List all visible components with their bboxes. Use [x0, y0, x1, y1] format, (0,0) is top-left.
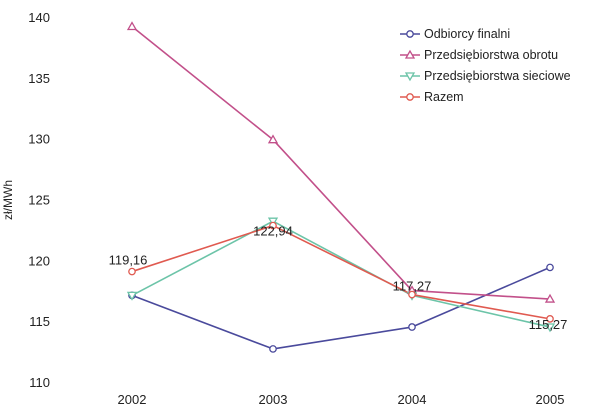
- y-axis-ticks: 110 115 120 125 130 135 140: [28, 10, 50, 390]
- legend-marker: [404, 49, 416, 59]
- legend-label: Razem: [424, 90, 464, 104]
- data-point: [544, 323, 556, 333]
- legend-item: Przedsiębiorstwa obrotu: [400, 48, 558, 62]
- x-tick-label: 2002: [118, 392, 147, 407]
- y-axis-label: zł/MWh: [1, 180, 15, 220]
- data-point: [269, 345, 277, 353]
- data-point: [546, 263, 554, 272]
- data-point: [546, 315, 554, 323]
- legend-item: Razem: [400, 90, 464, 104]
- series-line: [131, 266, 551, 350]
- data-label: 119,16: [109, 253, 148, 268]
- legend-label: Przedsiębiorstwa obrotu: [424, 48, 558, 62]
- legend-marker: [406, 30, 414, 38]
- series-line: [131, 220, 551, 328]
- legend-label: Odbiorcy finalni: [424, 27, 510, 41]
- data-point: [126, 21, 138, 31]
- x-tick-label: 2003: [259, 392, 288, 407]
- data-point: [267, 134, 279, 144]
- data-point: [128, 267, 136, 276]
- data-label: 115,27: [529, 317, 568, 332]
- data-point: [544, 293, 556, 303]
- data-point: [408, 290, 416, 299]
- legend-marker: [406, 93, 414, 101]
- data-labels: 119,16 122,94 117,27 115,27: [109, 224, 568, 332]
- data-point: [126, 291, 138, 301]
- series-line: [131, 224, 551, 320]
- legend-marker: [404, 72, 416, 82]
- data-point: [408, 323, 416, 331]
- series-layer: [126, 21, 556, 353]
- x-tick-label: 2004: [398, 392, 427, 407]
- y-tick-label: 130: [28, 132, 50, 147]
- data-label: 122,94: [253, 224, 293, 239]
- y-tick-label: 140: [28, 10, 50, 25]
- y-tick-label: 120: [28, 253, 50, 268]
- data-point: [267, 217, 279, 227]
- legend-item: Odbiorcy finalni: [400, 27, 510, 41]
- legend-label: Przedsiębiorstwa sieciowe: [424, 69, 571, 83]
- data-point: [269, 221, 277, 230]
- y-tick-label: 135: [28, 71, 50, 86]
- y-tick-label: 115: [29, 314, 50, 329]
- legend-item: Przedsiębiorstwa sieciowe: [400, 69, 571, 83]
- x-tick-label: 2005: [536, 392, 565, 407]
- y-tick-label: 125: [28, 193, 50, 208]
- series-line: [131, 25, 551, 300]
- x-axis-ticks: 2002 2003 2004 2005: [118, 392, 565, 407]
- legend: Odbiorcy finalni Przedsiębiorstwa obrotu P…: [400, 27, 571, 104]
- data-label: 117,27: [393, 279, 432, 294]
- y-tick-label: 110: [29, 375, 50, 390]
